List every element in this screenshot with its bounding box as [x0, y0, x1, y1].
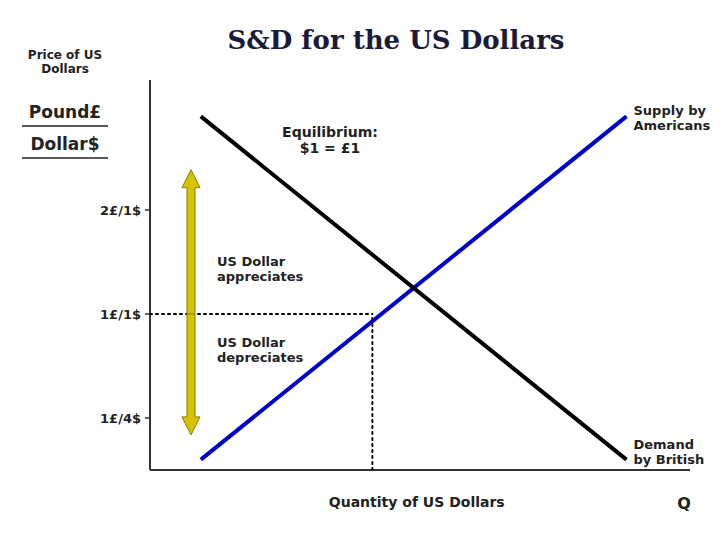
y-tick-label: 1£/1$ [100, 307, 141, 322]
y-unit-rule [22, 157, 108, 159]
demand-label-line: by British [633, 452, 704, 467]
depreciates-label: US Dollardepreciates [217, 335, 304, 366]
y-tick [145, 209, 150, 211]
y-unit-rule [22, 125, 108, 127]
y-tick-label: 1£/4$ [100, 411, 141, 426]
y-unit-bottom-line: Dollar$ [30, 134, 99, 154]
q-label: Q [677, 494, 691, 513]
plot-area [150, 116, 626, 470]
appreciate-arrow [182, 170, 200, 314]
x-axis-line [150, 469, 690, 471]
demand-label-line: Demand [633, 437, 694, 452]
depreciate-arrow [182, 314, 200, 435]
appreciates-label-line: appreciates [217, 269, 304, 284]
title: S&D for the US Dollars [228, 25, 565, 55]
equilibrium-label: Equilibrium:$1 = £1 [282, 124, 378, 157]
y-tick-label-line: 1£/4$ [100, 411, 141, 426]
supply-label-line: Americans [633, 118, 710, 133]
y-tick [145, 313, 150, 315]
chart: S&D for the US Dollars Price of USDollars… [0, 0, 720, 540]
equilibrium-vertical [371, 314, 373, 470]
demand-line [201, 116, 627, 459]
demand-label: Demandby British [633, 437, 704, 468]
y-axis-line [149, 80, 151, 470]
q-label-line: Q [677, 494, 691, 513]
y-unit-bottom: Dollar$ [30, 134, 99, 154]
equilibrium-label-line: Equilibrium: [282, 124, 378, 140]
x-axis-label: Quantity of US Dollars [329, 494, 505, 510]
y-axis-label: Price of USDollars [28, 48, 102, 76]
y-axis-label-line: Dollars [41, 62, 89, 76]
supply-line [201, 116, 627, 459]
depreciates-label-line: US Dollar [217, 335, 286, 350]
depreciates-label-line: depreciates [217, 350, 304, 365]
equilibrium-horizontal [150, 313, 372, 315]
y-axis-label-line: Price of US [28, 48, 102, 62]
supply-label-line: Supply by [633, 103, 706, 118]
x-axis-label-line: Quantity of US Dollars [329, 494, 505, 510]
equilibrium-label-line: $1 = £1 [300, 140, 360, 156]
y-unit-top: Pound£ [29, 102, 101, 122]
title-line: S&D for the US Dollars [228, 25, 565, 55]
appreciates-label-line: US Dollar [217, 254, 286, 269]
y-tick [145, 417, 150, 419]
y-tick-label-line: 2£/1$ [100, 203, 141, 218]
y-tick-label: 2£/1$ [100, 203, 141, 218]
y-tick-label-line: 1£/1$ [100, 307, 141, 322]
y-unit-top-line: Pound£ [29, 102, 101, 122]
supply-label: Supply byAmericans [633, 103, 710, 134]
appreciates-label: US Dollarappreciates [217, 254, 304, 285]
